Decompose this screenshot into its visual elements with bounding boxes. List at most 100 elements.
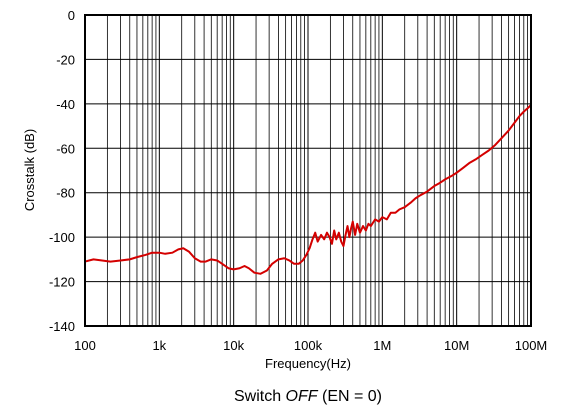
data-point xyxy=(350,227,352,229)
data-point xyxy=(210,258,212,260)
data-point xyxy=(144,254,147,256)
data-point xyxy=(354,234,356,236)
data-point xyxy=(177,248,179,250)
data-point xyxy=(194,257,196,259)
data-point xyxy=(293,263,295,265)
data-point xyxy=(200,260,202,263)
data-point xyxy=(164,253,166,255)
data-point xyxy=(288,259,290,262)
data-point xyxy=(92,258,95,260)
data-point xyxy=(298,263,300,265)
data-point xyxy=(136,256,138,258)
plot-frame xyxy=(84,14,532,327)
data-point xyxy=(374,218,376,220)
data-point xyxy=(340,240,342,243)
x-axis-title: Frequency(Hz) xyxy=(265,356,351,371)
data-point xyxy=(328,236,331,238)
data-point xyxy=(356,223,358,225)
data-point xyxy=(439,182,441,184)
x-tick-label: 10M xyxy=(444,338,469,353)
data-point xyxy=(259,273,262,275)
data-point xyxy=(335,238,337,240)
y-tick-label: -60 xyxy=(56,141,75,156)
data-point xyxy=(243,265,246,267)
grid-layer xyxy=(85,15,531,326)
data-point xyxy=(346,225,349,227)
x-tick-label: 100k xyxy=(294,338,323,353)
data-point xyxy=(518,115,521,117)
x-tick-labels: 100 1k 10k 100k 1M 10M 100M xyxy=(74,338,547,353)
data-point xyxy=(359,232,361,234)
data-point xyxy=(248,267,250,269)
y-tick-label: -40 xyxy=(56,97,75,112)
x-tick-label: 1M xyxy=(373,338,391,353)
data-point xyxy=(414,197,417,199)
data-point xyxy=(410,202,412,204)
data-point xyxy=(158,252,160,254)
y-tick-label: -20 xyxy=(56,52,75,67)
caption-suffix: (EN = 0) xyxy=(318,388,382,405)
y-axis-title: Crosstalk (dB) xyxy=(22,129,37,211)
data-point xyxy=(508,129,510,132)
data-point xyxy=(171,252,174,254)
data-point xyxy=(370,225,372,227)
y-tick-label: -140 xyxy=(49,319,75,334)
series-layer xyxy=(84,103,532,275)
data-point xyxy=(205,260,207,263)
data-point xyxy=(238,267,241,269)
data-point xyxy=(109,260,112,263)
data-point xyxy=(253,272,255,274)
data-point xyxy=(271,263,273,265)
data-point xyxy=(378,220,380,223)
data-point xyxy=(367,223,370,225)
x-tick-label: 1k xyxy=(152,338,166,353)
data-point xyxy=(475,158,477,160)
data-point xyxy=(227,267,230,269)
x-tick-label: 100M xyxy=(515,338,548,353)
data-point xyxy=(266,269,268,272)
data-point xyxy=(151,252,153,254)
data-point xyxy=(500,137,503,139)
data-point xyxy=(344,234,347,236)
x-tick-label: 100 xyxy=(74,338,96,353)
data-point xyxy=(469,162,471,164)
data-point xyxy=(398,208,401,210)
data-point xyxy=(450,175,453,177)
data-point xyxy=(386,218,388,220)
data-point xyxy=(311,238,314,240)
data-point xyxy=(233,268,235,270)
y-tick-label: -120 xyxy=(49,275,75,290)
data-point xyxy=(305,254,307,256)
data-point xyxy=(308,247,311,249)
x-tick-label: 10k xyxy=(223,338,244,353)
data-point xyxy=(527,107,529,109)
data-point xyxy=(182,247,184,249)
data-point xyxy=(481,154,483,156)
data-point xyxy=(494,144,496,146)
data-point xyxy=(444,178,446,180)
chart-caption: Switch OFF (EN = 0) xyxy=(234,388,382,405)
data-point xyxy=(331,243,333,245)
data-point xyxy=(365,229,367,232)
y-tick-label: 0 xyxy=(68,8,75,23)
data-point xyxy=(323,238,325,240)
series-group xyxy=(84,103,532,275)
data-point xyxy=(302,259,304,262)
data-point xyxy=(390,212,392,214)
data-point xyxy=(342,245,345,247)
data-point xyxy=(101,259,103,262)
data-point xyxy=(381,216,383,218)
data-point xyxy=(394,212,397,214)
data-point xyxy=(317,240,319,243)
data-point xyxy=(333,229,335,232)
data-point xyxy=(129,258,131,260)
data-point xyxy=(314,232,316,234)
data-point xyxy=(433,185,435,187)
data-point xyxy=(513,122,516,124)
data-point xyxy=(523,111,525,113)
data-point xyxy=(283,257,285,259)
data-point xyxy=(362,225,364,227)
data-point xyxy=(320,234,322,236)
y-tick-label: -80 xyxy=(56,186,75,201)
